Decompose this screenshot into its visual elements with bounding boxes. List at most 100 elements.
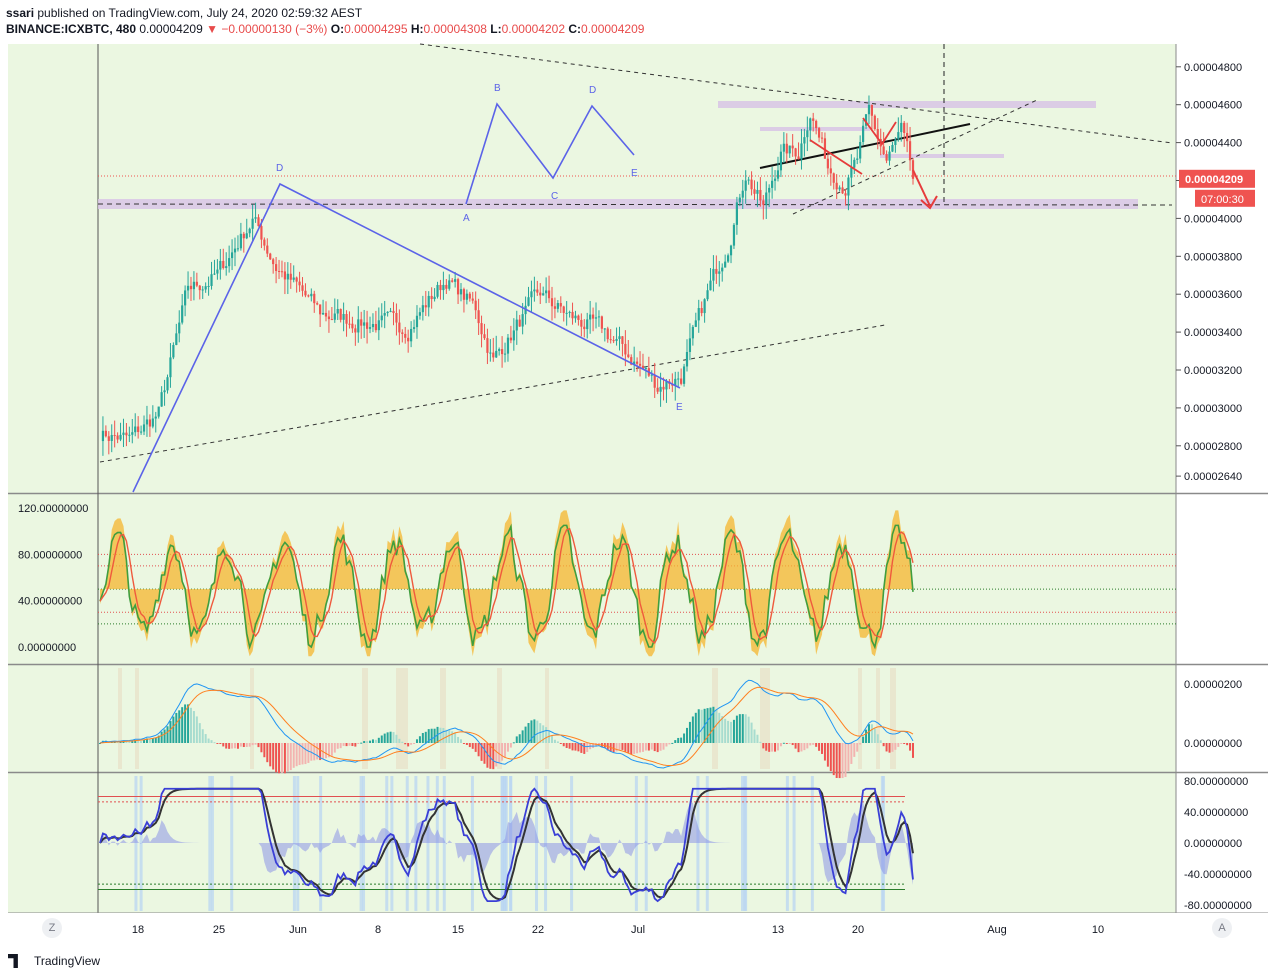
macd-histogram-bar — [134, 740, 137, 743]
macd-histogram-bar — [865, 729, 868, 743]
zoom-button[interactable]: Z — [42, 918, 62, 938]
macd-histogram-bar — [662, 743, 665, 750]
candle — [630, 357, 633, 365]
resistance-zone — [718, 101, 1096, 108]
support-dashed-line — [97, 203, 1173, 206]
wt-diff-area — [100, 801, 913, 885]
candle — [260, 226, 263, 240]
tradingview-footer[interactable]: TradingView — [8, 954, 100, 968]
macd-histogram-bar — [776, 743, 779, 751]
macd-histogram-bar — [178, 710, 181, 743]
macd-histogram-bar — [527, 723, 530, 743]
candle — [732, 224, 736, 246]
macd-histogram-bar — [125, 741, 128, 743]
wt-highlight — [134, 776, 138, 911]
close-value: 0.00004209 — [581, 22, 645, 36]
macd-histogram-bar — [797, 743, 800, 753]
candle — [659, 386, 662, 392]
macd-histogram-bar — [386, 732, 389, 743]
candle — [606, 328, 609, 340]
candle — [412, 327, 416, 329]
macd-histogram-bar — [342, 743, 345, 746]
candle — [184, 290, 187, 306]
macd-histogram-bar — [806, 743, 809, 749]
candle — [195, 281, 198, 286]
candle — [503, 353, 507, 355]
candle — [310, 293, 313, 297]
macd-highlight — [135, 668, 139, 769]
candle — [439, 284, 442, 291]
candle — [621, 336, 624, 344]
stoch-d-line — [99, 527, 914, 644]
macd-histogram-bar — [838, 743, 841, 779]
macd-histogram-bar — [401, 741, 404, 743]
candle — [313, 293, 316, 304]
macd-histogram-bar — [800, 743, 803, 752]
candle — [841, 187, 844, 194]
candle — [797, 156, 800, 160]
wt-highlight — [743, 776, 747, 911]
candle — [104, 430, 107, 437]
macd-histogram-bar — [867, 724, 870, 743]
macd-histogram-bar — [712, 706, 715, 743]
close-label: C: — [568, 22, 582, 36]
candle — [277, 270, 281, 272]
author-name[interactable]: ssari — [6, 6, 35, 20]
macd-histogram-bar — [448, 730, 451, 743]
candle — [216, 269, 219, 274]
candle — [489, 352, 492, 354]
macd-histogram-bar — [515, 736, 518, 743]
wt-highlight — [509, 776, 513, 911]
candle — [386, 311, 389, 314]
macd-histogram-bar — [870, 724, 873, 743]
macd-histogram-bar — [885, 743, 888, 752]
macd-highlight — [712, 668, 718, 769]
symbol-label[interactable]: BINANCE:ICXBTC, 480 — [6, 22, 137, 36]
candle — [724, 261, 727, 268]
candle — [327, 316, 331, 320]
candle — [160, 392, 163, 407]
macd-histogram-bar — [207, 738, 210, 743]
macd-histogram-bar — [213, 742, 216, 744]
red-path-1 — [809, 139, 863, 175]
price-tick-label: 0.00002800 — [1184, 441, 1242, 453]
macd-histogram-bar — [509, 743, 512, 748]
macd-histogram-bar — [559, 743, 562, 744]
macd-histogram-bar — [157, 735, 160, 743]
macd-histogram-bar — [415, 739, 418, 743]
macd-histogram-bar — [483, 743, 486, 764]
macd-histogram-bar — [301, 743, 304, 765]
candle — [401, 332, 404, 334]
candle — [257, 217, 260, 227]
macd-histogram-bar — [674, 740, 677, 743]
candle — [741, 190, 744, 198]
auto-scale-button[interactable]: A — [1212, 918, 1232, 938]
macd-highlight — [890, 668, 896, 769]
macd-histogram-bar — [697, 709, 700, 743]
candle — [363, 322, 366, 326]
macd-histogram-bar — [823, 743, 826, 761]
macd-histogram-bar — [571, 743, 574, 751]
macd-histogram-bar — [228, 743, 231, 749]
macd-histogram-bar — [897, 743, 900, 747]
macd-histogram-bar — [465, 743, 468, 745]
macd-histogram-bar — [181, 707, 184, 743]
wt-highlight — [230, 776, 234, 911]
candle — [275, 264, 278, 271]
macd-histogram-bar — [627, 743, 630, 753]
candle — [451, 280, 454, 282]
macd-histogram-bar — [231, 743, 234, 749]
candle — [550, 298, 554, 307]
macd-histogram-bar — [788, 743, 791, 744]
macd-histogram-bar — [876, 734, 879, 743]
chart-background — [8, 44, 1176, 913]
macd-histogram-bar — [680, 737, 683, 743]
candle — [145, 419, 149, 425]
macd-histogram-bar — [319, 743, 322, 761]
candle — [336, 308, 339, 314]
candle — [131, 432, 134, 435]
macd-histogram-bar — [166, 726, 169, 743]
macd-histogram-bar — [533, 719, 536, 743]
macd-histogram-bar — [524, 726, 527, 743]
